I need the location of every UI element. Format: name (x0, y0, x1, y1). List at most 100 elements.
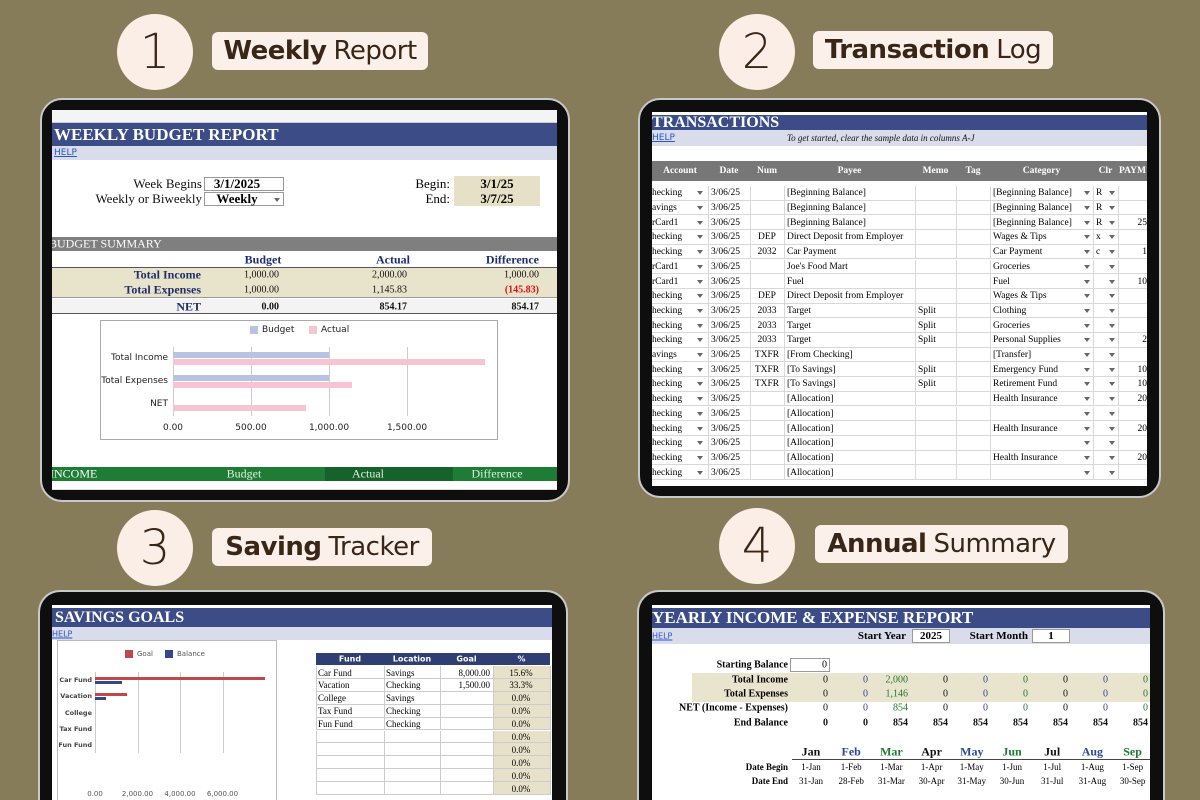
cell: 3/06/25 (711, 305, 741, 316)
grid-col (440, 730, 441, 744)
column-header: Difference (471, 466, 523, 481)
setting-box (790, 658, 830, 672)
bar (95, 676, 265, 680)
grid-col (784, 347, 785, 363)
grid-col (708, 318, 709, 333)
dropdown-arrow (1084, 235, 1090, 240)
dropdown-arrow (697, 250, 703, 255)
grid-col (384, 769, 385, 783)
grid-col (956, 244, 957, 260)
grid-row (652, 392, 1147, 407)
legend-swatch (250, 326, 258, 334)
cell: 2 (1142, 335, 1147, 346)
grid-col (956, 450, 957, 466)
cell: Split (918, 364, 936, 375)
cell: Groceries (993, 261, 1030, 272)
grid-row (316, 666, 550, 679)
cell: [To Savings] (787, 379, 836, 390)
sheet-title: SAVINGS GOALS (55, 608, 185, 626)
cell: 3/06/25 (711, 350, 741, 360)
date-cell: 31-May (957, 776, 987, 786)
cell: avings (652, 350, 677, 360)
cell: hecking (652, 291, 683, 302)
setting-value: 2025 (920, 630, 942, 642)
grid-col (956, 333, 957, 348)
sheet-strip (52, 110, 557, 123)
cell: Health Insurance (993, 394, 1058, 405)
grid-col (956, 200, 957, 216)
grid-col (1118, 333, 1119, 348)
grid-col (316, 678, 317, 692)
help-link[interactable]: HELP (652, 133, 675, 143)
sheet-title: YEARLY INCOME & EXPENSE REPORT (652, 608, 974, 627)
dropdown-arrow (697, 235, 703, 240)
x-tick-label: 2,000.00 (121, 790, 154, 798)
section-heading: Saving Tracker (212, 528, 432, 566)
grid-line (180, 672, 181, 753)
cell: [Allocation] (787, 394, 834, 405)
dropdown-arrow (1109, 470, 1115, 475)
grid-row (316, 743, 550, 757)
legend-swatch (125, 650, 133, 658)
grid-col (384, 717, 385, 731)
grid-col (1118, 421, 1119, 436)
grid-col (440, 678, 441, 692)
grid-col (956, 435, 957, 451)
cell: R (1096, 203, 1103, 213)
help-link[interactable]: HELP (52, 629, 73, 638)
grid-col (990, 318, 991, 333)
grid-col (750, 215, 751, 231)
x-tick-label: 1,000.00 (308, 423, 350, 433)
pct-cell (493, 769, 550, 783)
grid-col (440, 756, 441, 770)
grid-col (1093, 333, 1094, 348)
row-label: Date Begin (745, 762, 788, 772)
grid-col (708, 465, 709, 480)
grid-col (316, 743, 317, 757)
grid-col (915, 421, 916, 436)
column-header: Category (1022, 166, 1061, 176)
cell: hecking (652, 335, 683, 346)
cell: [Beginning Balance] (993, 217, 1072, 228)
grid-col (956, 362, 957, 378)
grid-col (750, 186, 751, 201)
grid-col (316, 666, 317, 679)
grid-col (915, 406, 916, 422)
x-tick-label: 1,500.00 (386, 423, 428, 433)
bar (173, 374, 329, 381)
dropdown-arrow (1109, 397, 1115, 402)
cell: TXFR (754, 350, 780, 360)
cell: 3/06/25 (711, 291, 741, 302)
dropdown-arrow (1084, 323, 1090, 328)
dropdown-arrow (697, 264, 703, 269)
grid-col (550, 756, 551, 770)
row-label: Total Income (731, 674, 788, 686)
dropdown-arrow (697, 323, 703, 328)
row-value: 0 (1103, 702, 1108, 714)
cell: Split (918, 305, 936, 316)
help-band (52, 146, 557, 160)
row-value: 0 (983, 674, 988, 686)
setting-value: Weekly (216, 191, 258, 206)
spreadsheet-screen: SAVINGS GOALS HELP 0.00 2,000.00 4,000.00 6,0… (52, 605, 552, 800)
column-header: Budget (226, 466, 262, 481)
legend-swatch (165, 650, 173, 658)
cell: Savings (386, 667, 415, 678)
month-header: Jul (1044, 744, 1061, 759)
row-value: 0 (822, 659, 827, 671)
setting-label: Start Year (857, 630, 906, 642)
grid-col (750, 244, 751, 260)
cell: Fun Fund (318, 719, 353, 730)
grid-row (652, 377, 1147, 392)
help-link[interactable]: HELP (652, 631, 673, 641)
month-rule (792, 759, 1150, 760)
grid-col (990, 450, 991, 466)
dropdown-arrow (1109, 338, 1115, 343)
cell: [From Checking] (787, 350, 853, 360)
cell: 33.3% (509, 680, 533, 691)
help-link[interactable]: HELP (54, 148, 77, 158)
dropdown-arrow (1084, 338, 1090, 343)
cell: 3/06/25 (711, 217, 741, 228)
cell: [To Savings] (787, 364, 836, 375)
grid-col (990, 259, 991, 275)
